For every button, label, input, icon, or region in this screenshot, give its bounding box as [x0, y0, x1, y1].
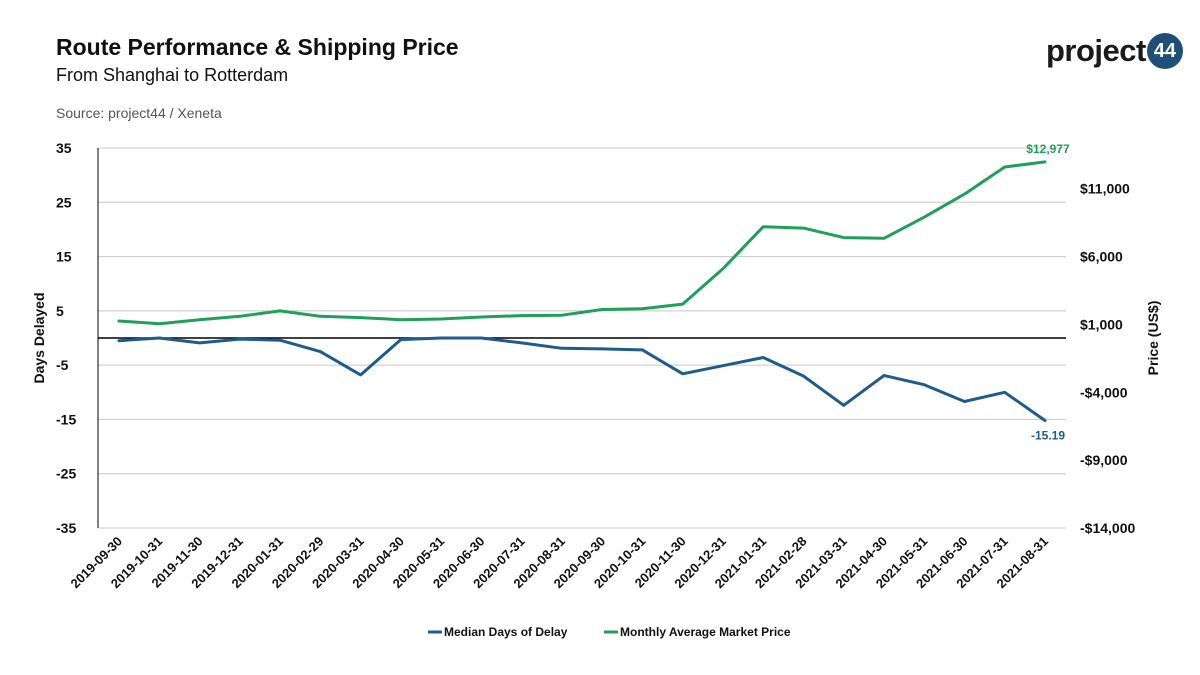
y-left-tick-label: 35	[56, 140, 72, 156]
y-left-tick-label: -15	[56, 411, 76, 427]
chart-subtitle: From Shanghai to Rotterdam	[56, 65, 289, 85]
price-series-line	[117, 160, 1047, 326]
legend-price-label: Monthly Average Market Price	[620, 625, 791, 639]
series-group	[117, 160, 1047, 422]
logo-text: project	[1046, 33, 1146, 68]
y-right-axis-label: Price (US$)	[1145, 301, 1161, 376]
labels-group: -15.19 $12,977	[1026, 142, 1070, 443]
legend-delay-label: Median Days of Delay	[444, 625, 568, 639]
delay-series-line	[117, 336, 1047, 422]
y-right-tick-label: -$9,000	[1080, 452, 1128, 468]
y-left-tick-label: -5	[56, 357, 69, 373]
y-left-tick-label: 25	[56, 194, 72, 210]
y-left-tick-label: -35	[56, 520, 76, 536]
legend: Median Days of Delay Monthly Average Mark…	[428, 625, 791, 639]
y-right-tick-label: $1,000	[1080, 316, 1123, 332]
y-right-tick-label: $6,000	[1080, 249, 1123, 265]
y-left-axis-label: Days Delayed	[31, 292, 47, 383]
y-left-tick-label: 15	[56, 249, 72, 265]
delay-end-label: -15.19	[1031, 428, 1065, 442]
logo-badge: 44	[1146, 33, 1183, 69]
project44-logo: project 44	[1046, 30, 1183, 72]
y-right-tick-label: -$4,000	[1080, 384, 1128, 400]
source-note: Source: project44 / Xeneta	[56, 105, 222, 121]
y-left-tick-label: -25	[56, 466, 76, 482]
y-left-tick-label: 5	[56, 303, 64, 319]
y-right-tick-label: -$14,000	[1080, 520, 1135, 536]
price-end-label: $12,977	[1026, 142, 1070, 156]
y-right-tick-label: $11,000	[1080, 181, 1130, 197]
chart-title: Route Performance & Shipping Price	[56, 34, 459, 60]
